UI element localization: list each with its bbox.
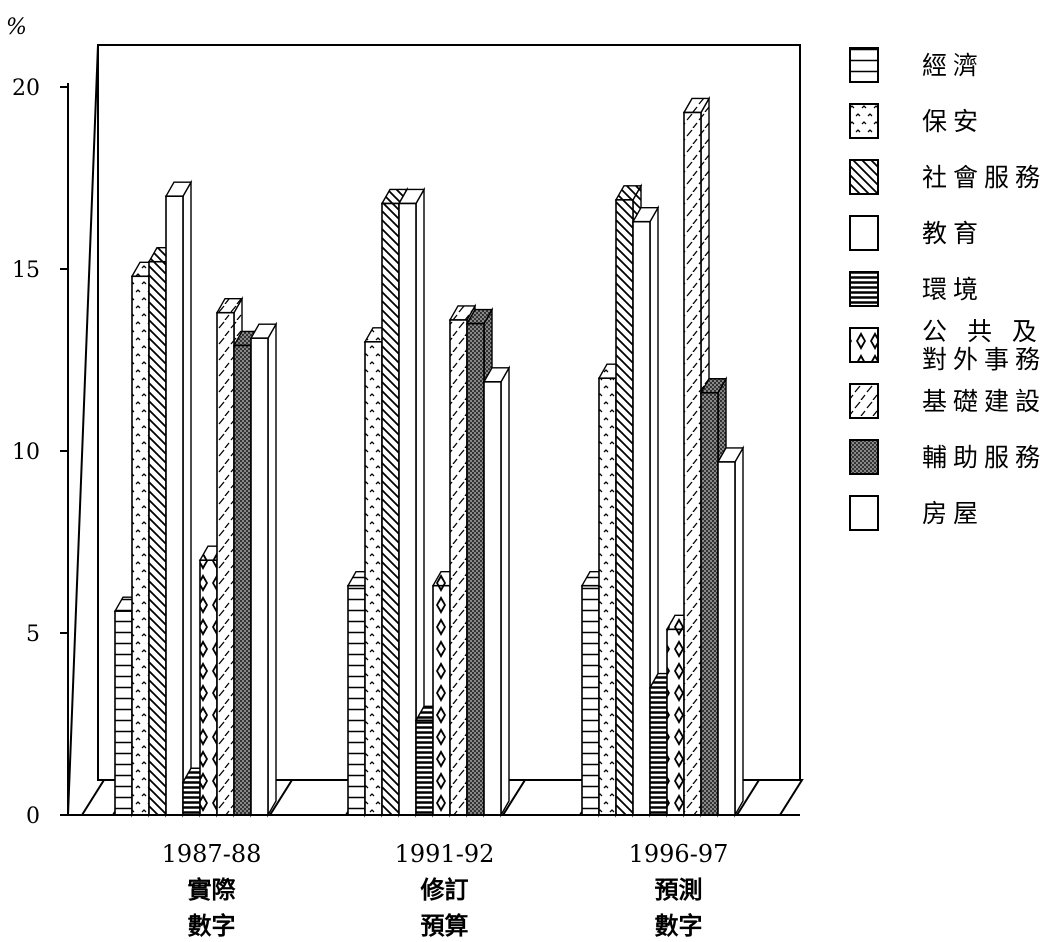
legend-swatch	[849, 439, 879, 475]
legend-label: 保安	[922, 107, 984, 136]
legend-item-2: 社會服務	[849, 159, 1046, 195]
legend-label: 基礎建設	[922, 387, 1046, 416]
category-label: 1987-88	[162, 840, 262, 868]
bar-front-face	[131, 275, 150, 816]
category-label: 1996-97	[629, 840, 729, 868]
legend-item-1: 保安	[849, 103, 984, 139]
bar-front-face	[581, 584, 600, 816]
bar-side-face	[734, 445, 744, 818]
legend-label: 對外事務	[922, 345, 1046, 374]
bar-front-face	[717, 461, 736, 816]
category-sublabel: 預算	[421, 911, 469, 940]
bar-front-face	[165, 195, 184, 816]
category-sublabel: 數字	[188, 911, 236, 940]
bar-front-face	[199, 559, 218, 816]
category-sublabel: 數字	[655, 911, 703, 940]
bar-front-face	[182, 781, 201, 816]
y-tick-label: 5	[26, 622, 40, 647]
legend-item-3: 教育	[849, 215, 984, 251]
legend-label: 社會服務	[922, 163, 1046, 192]
bar-front-face	[666, 628, 685, 816]
legend-swatch	[849, 215, 879, 251]
bar-front-face	[432, 584, 451, 816]
bar-front-face	[632, 220, 651, 816]
bar-1987-88-8	[249, 321, 278, 818]
bar-front-face	[398, 202, 417, 816]
legend-item-7: 輔助服務	[849, 439, 1046, 475]
bar-front-face	[364, 340, 383, 816]
legend-label: 環境	[922, 275, 984, 304]
y-tick-label: 10	[12, 440, 40, 465]
bars-layer	[113, 95, 745, 818]
legend-label: 房屋	[922, 499, 984, 528]
legend-swatch	[849, 271, 879, 307]
legend-swatch	[849, 103, 879, 139]
bar-front-face	[615, 199, 634, 816]
bar-front-face	[449, 319, 468, 816]
bar-front-face	[381, 202, 400, 816]
y-unit-label: %	[6, 15, 27, 40]
legend-label: 經濟	[922, 51, 984, 80]
category-sublabel: 實際	[188, 875, 236, 904]
bar-front-face	[649, 686, 668, 816]
y-tick-label: 15	[12, 258, 40, 283]
bar-front-face	[114, 610, 133, 816]
floor-segment-4	[735, 779, 804, 816]
bar-front-face	[415, 719, 434, 816]
bar-1991-92-8	[482, 365, 511, 818]
category-sublabel: 修訂	[420, 875, 469, 904]
legend-item-8: 房屋	[849, 495, 984, 531]
legend-swatch	[849, 383, 879, 419]
legend-label: 教育	[922, 219, 984, 248]
bar-front-face	[483, 381, 502, 816]
bar-1991-92-3	[397, 186, 426, 818]
bar-front-face	[250, 337, 269, 816]
bar-front-face	[598, 377, 617, 816]
bar-front-face	[233, 344, 252, 816]
legend-swatch	[849, 159, 879, 195]
bar-side-face	[182, 179, 192, 818]
y-tick-label: 20	[12, 76, 40, 101]
category-label: 1991-92	[395, 840, 495, 868]
category-sublabel: 預測	[655, 875, 703, 904]
bar-side-face	[500, 365, 510, 818]
bar-front-face	[466, 322, 485, 816]
y-tick-label: 0	[26, 804, 40, 829]
legend-label: 公 共 及	[922, 317, 1043, 346]
legend-swatch	[849, 47, 879, 83]
bar-front-face	[683, 111, 702, 816]
legend-item-6: 基礎建設	[849, 383, 1046, 419]
wall-top-edge	[67, 44, 99, 816]
legend-item-4: 環境	[849, 271, 984, 307]
legend-item-0: 經濟	[849, 47, 984, 83]
y-axis: 0 5 10 15 20%	[6, 15, 800, 829]
legend-swatch	[849, 495, 879, 531]
bar-side-face	[267, 321, 277, 818]
bar-1987-88-3	[164, 179, 193, 818]
legend-label: 輔助服務	[922, 443, 1046, 472]
bar-1996-97-8	[716, 445, 745, 818]
legend-swatch	[849, 327, 879, 363]
bar-front-face	[347, 584, 366, 816]
bar-front-face	[216, 311, 235, 816]
bar-front-face	[148, 260, 167, 816]
bar-front-face	[700, 391, 719, 816]
